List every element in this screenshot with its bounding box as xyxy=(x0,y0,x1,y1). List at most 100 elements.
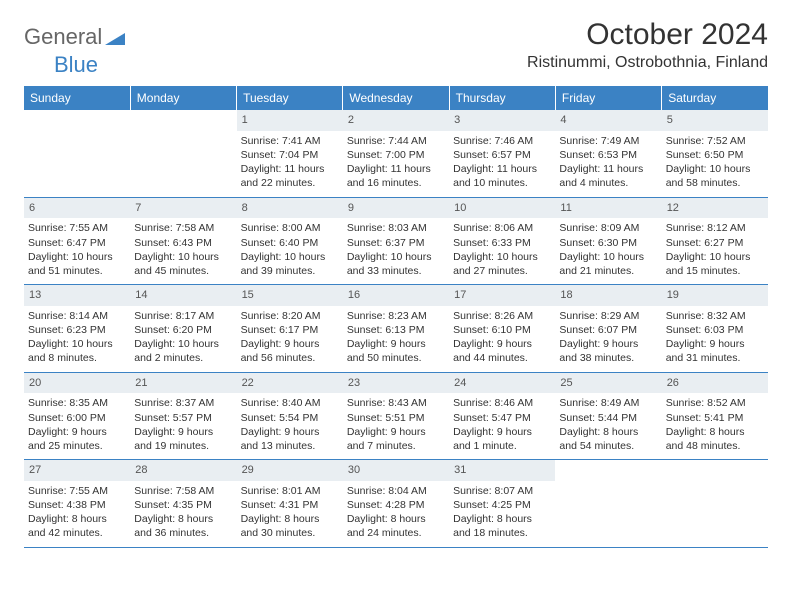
cell-sunset: Sunset: 6:47 PM xyxy=(28,236,126,250)
calendar-cell-empty xyxy=(555,460,661,548)
cell-day1: Daylight: 9 hours xyxy=(559,337,657,351)
cell-sunrise: Sunrise: 7:58 AM xyxy=(134,484,232,498)
day-number: 19 xyxy=(662,285,768,306)
cell-day2: and 16 minutes. xyxy=(347,176,445,190)
calendar-body: 1Sunrise: 7:41 AMSunset: 7:04 PMDaylight… xyxy=(24,110,768,547)
calendar-page: General October 2024 Ristinummi, Ostrobo… xyxy=(0,0,792,558)
cell-day2: and 30 minutes. xyxy=(241,526,339,540)
cell-sunset: Sunset: 6:10 PM xyxy=(453,323,551,337)
day-number: 23 xyxy=(343,373,449,394)
calendar-cell: 9Sunrise: 8:03 AMSunset: 6:37 PMDaylight… xyxy=(343,197,449,285)
day-number: 6 xyxy=(24,198,130,219)
cell-day1: Daylight: 10 hours xyxy=(28,250,126,264)
cell-sunrise: Sunrise: 8:17 AM xyxy=(134,309,232,323)
brand-part1: General xyxy=(24,24,102,50)
cell-day2: and 1 minute. xyxy=(453,439,551,453)
cell-sunset: Sunset: 7:00 PM xyxy=(347,148,445,162)
day-number: 9 xyxy=(343,198,449,219)
calendar-cell: 2Sunrise: 7:44 AMSunset: 7:00 PMDaylight… xyxy=(343,110,449,197)
cell-sunrise: Sunrise: 7:52 AM xyxy=(666,134,764,148)
cell-sunset: Sunset: 4:38 PM xyxy=(28,498,126,512)
cell-sunrise: Sunrise: 7:55 AM xyxy=(28,221,126,235)
day-number: 7 xyxy=(130,198,236,219)
cell-sunrise: Sunrise: 7:49 AM xyxy=(559,134,657,148)
weekday-header: Tuesday xyxy=(237,86,343,110)
day-number: 27 xyxy=(24,460,130,481)
cell-sunrise: Sunrise: 7:41 AM xyxy=(241,134,339,148)
calendar-cell: 8 Sunrise: 8:00 AMSunset: 6:40 PMDaylight… xyxy=(237,197,343,285)
cell-day2: and 54 minutes. xyxy=(559,439,657,453)
day-number: 11 xyxy=(555,198,661,219)
cell-day2: and 42 minutes. xyxy=(28,526,126,540)
cell-day1: Daylight: 10 hours xyxy=(666,162,764,176)
calendar-cell: 6 Sunrise: 7:55 AMSunset: 6:47 PMDaylight… xyxy=(24,197,130,285)
cell-day1: Daylight: 10 hours xyxy=(241,250,339,264)
weekday-header: Wednesday xyxy=(343,86,449,110)
weekday-header: Friday xyxy=(555,86,661,110)
cell-sunrise: Sunrise: 8:37 AM xyxy=(134,396,232,410)
location-text: Ristinummi, Ostrobothnia, Finland xyxy=(527,54,768,72)
cell-sunset: Sunset: 6:53 PM xyxy=(559,148,657,162)
cell-day2: and 4 minutes. xyxy=(559,176,657,190)
day-number: 25 xyxy=(555,373,661,394)
day-number: 1 xyxy=(237,110,343,131)
cell-sunset: Sunset: 6:40 PM xyxy=(241,236,339,250)
calendar-head: SundayMondayTuesdayWednesdayThursdayFrid… xyxy=(24,86,768,110)
calendar-cell: 7Sunrise: 7:58 AMSunset: 6:43 PMDaylight… xyxy=(130,197,236,285)
weekday-header: Thursday xyxy=(449,86,555,110)
cell-sunrise: Sunrise: 7:58 AM xyxy=(134,221,232,235)
cell-day1: Daylight: 9 hours xyxy=(241,337,339,351)
day-number: 29 xyxy=(237,460,343,481)
calendar-cell: 10Sunrise: 8:06 AMSunset: 6:33 PMDayligh… xyxy=(449,197,555,285)
cell-day2: and 48 minutes. xyxy=(666,439,764,453)
cell-sunset: Sunset: 5:41 PM xyxy=(666,411,764,425)
cell-day1: Daylight: 9 hours xyxy=(347,425,445,439)
cell-sunset: Sunset: 5:51 PM xyxy=(347,411,445,425)
day-number: 18 xyxy=(555,285,661,306)
calendar-cell: 14Sunrise: 8:17 AMSunset: 6:20 PMDayligh… xyxy=(130,285,236,373)
cell-sunset: Sunset: 6:00 PM xyxy=(28,411,126,425)
cell-day1: Daylight: 10 hours xyxy=(453,250,551,264)
cell-sunset: Sunset: 5:57 PM xyxy=(134,411,232,425)
cell-day1: Daylight: 11 hours xyxy=(241,162,339,176)
cell-sunset: Sunset: 6:03 PM xyxy=(666,323,764,337)
cell-day1: Daylight: 9 hours xyxy=(666,337,764,351)
day-number: 8 xyxy=(237,198,343,219)
cell-sunrise: Sunrise: 8:03 AM xyxy=(347,221,445,235)
cell-day2: and 39 minutes. xyxy=(241,264,339,278)
calendar-cell: 25Sunrise: 8:49 AMSunset: 5:44 PMDayligh… xyxy=(555,372,661,460)
cell-sunrise: Sunrise: 8:32 AM xyxy=(666,309,764,323)
cell-sunrise: Sunrise: 8:35 AM xyxy=(28,396,126,410)
cell-day2: and 13 minutes. xyxy=(241,439,339,453)
calendar-cell: 27Sunrise: 7:55 AMSunset: 4:38 PMDayligh… xyxy=(24,460,130,548)
title-block: October 2024 Ristinummi, Ostrobothnia, F… xyxy=(527,18,768,72)
cell-sunrise: Sunrise: 8:26 AM xyxy=(453,309,551,323)
cell-day1: Daylight: 9 hours xyxy=(347,337,445,351)
calendar-row: 6Sunrise: 7:55 AMSunset: 6:47 PMDaylight… xyxy=(24,197,768,285)
calendar-cell: 3Sunrise: 7:46 AMSunset: 6:57 PMDaylight… xyxy=(449,110,555,197)
cell-sunrise: Sunrise: 8:49 AM xyxy=(559,396,657,410)
cell-sunrise: Sunrise: 8:00 AM xyxy=(241,221,339,235)
cell-day2: and 15 minutes. xyxy=(666,264,764,278)
day-number: 14 xyxy=(130,285,236,306)
cell-day1: Daylight: 10 hours xyxy=(28,337,126,351)
cell-sunset: Sunset: 6:30 PM xyxy=(559,236,657,250)
cell-day1: Daylight: 10 hours xyxy=(134,250,232,264)
calendar-cell: 31Sunrise: 8:07 AMSunset: 4:25 PMDayligh… xyxy=(449,460,555,548)
day-number: 28 xyxy=(130,460,236,481)
cell-day2: and 50 minutes. xyxy=(347,351,445,365)
cell-sunset: Sunset: 4:35 PM xyxy=(134,498,232,512)
cell-day2: and 58 minutes. xyxy=(666,176,764,190)
calendar-cell: 28Sunrise: 7:58 AMSunset: 4:35 PMDayligh… xyxy=(130,460,236,548)
day-number: 26 xyxy=(662,373,768,394)
cell-day1: Daylight: 10 hours xyxy=(134,337,232,351)
calendar-cell: 17Sunrise: 8:26 AMSunset: 6:10 PMDayligh… xyxy=(449,285,555,373)
day-number: 30 xyxy=(343,460,449,481)
day-number: 17 xyxy=(449,285,555,306)
calendar-cell: 19 Sunrise: 8:32 AMSunset: 6:03 PMDayligh… xyxy=(662,285,768,373)
cell-day2: and 7 minutes. xyxy=(347,439,445,453)
day-number: 22 xyxy=(237,373,343,394)
cell-sunrise: Sunrise: 8:40 AM xyxy=(241,396,339,410)
calendar-cell: 12Sunrise: 8:12 AMSunset: 6:27 PMDayligh… xyxy=(662,197,768,285)
cell-sunset: Sunset: 6:33 PM xyxy=(453,236,551,250)
